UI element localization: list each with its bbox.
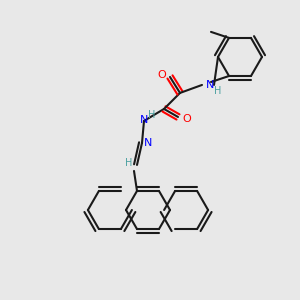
Text: N: N: [144, 138, 152, 148]
Text: N: N: [140, 115, 148, 125]
Text: H: H: [148, 110, 156, 120]
Text: N: N: [206, 80, 214, 90]
Text: H: H: [125, 158, 133, 168]
Text: O: O: [183, 114, 191, 124]
Text: H: H: [214, 86, 222, 96]
Text: O: O: [158, 70, 166, 80]
